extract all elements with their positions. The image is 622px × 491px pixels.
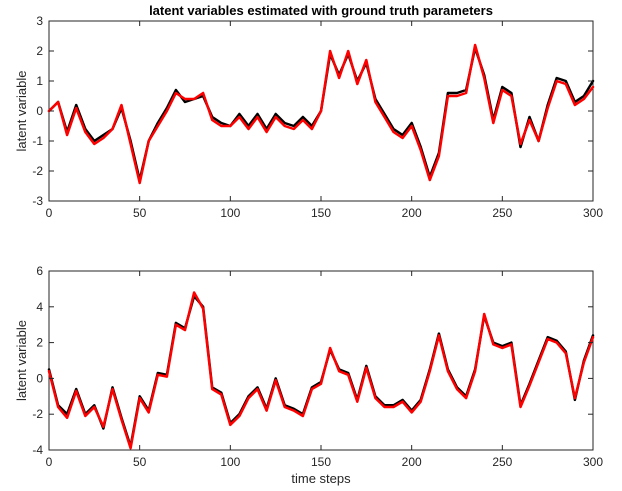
y-tick-label: 0 bbox=[36, 371, 43, 385]
x-tick-label: 200 bbox=[402, 455, 422, 469]
y-tick-label: -3 bbox=[32, 194, 43, 208]
x-tick-label: 250 bbox=[492, 206, 512, 220]
x-tick-label: 300 bbox=[583, 455, 603, 469]
x-tick-label: 0 bbox=[46, 206, 53, 220]
x-axis-label: time steps bbox=[291, 471, 351, 486]
x-tick-label: 50 bbox=[133, 206, 147, 220]
x-tick-label: 200 bbox=[402, 206, 422, 220]
y-axis-label: latent variable bbox=[14, 71, 29, 152]
x-tick-label: 100 bbox=[220, 206, 240, 220]
chart-title: latent variables estimated with ground t… bbox=[149, 3, 493, 18]
x-tick-label: 0 bbox=[46, 455, 53, 469]
y-axis-label: latent variable bbox=[14, 320, 29, 401]
y-tick-label: -2 bbox=[32, 164, 43, 178]
y-tick-label: -1 bbox=[32, 134, 43, 148]
x-tick-label: 100 bbox=[220, 455, 240, 469]
y-tick-label: 1 bbox=[36, 74, 43, 88]
y-tick-label: -2 bbox=[32, 407, 43, 421]
x-tick-label: 50 bbox=[133, 455, 147, 469]
plot-area bbox=[48, 270, 594, 451]
x-tick-label: 300 bbox=[583, 206, 603, 220]
y-tick-label: 2 bbox=[36, 44, 43, 58]
y-tick-label: 3 bbox=[36, 14, 43, 28]
series-line-2 bbox=[47, 291, 595, 450]
series-line-2 bbox=[47, 43, 595, 185]
y-tick-label: 0 bbox=[36, 104, 43, 118]
chart-panel-1: 0 50 100 150 200 250 300 -3 -2 -1 0 1 2 3 latent varia… bbox=[14, 3, 603, 220]
x-tick-label: 150 bbox=[311, 206, 331, 220]
y-tick-label: 2 bbox=[36, 336, 43, 350]
y-tick-label: 4 bbox=[36, 300, 43, 314]
y-tick-label: 6 bbox=[36, 264, 43, 278]
x-tick-label: 150 bbox=[311, 455, 331, 469]
chart-panel-2: 0 50 100 150 200 250 300 -4 -2 0 2 4 6 latent variabl… bbox=[14, 264, 603, 486]
x-tick-label: 250 bbox=[492, 455, 512, 469]
y-tick-label: -4 bbox=[32, 443, 43, 457]
